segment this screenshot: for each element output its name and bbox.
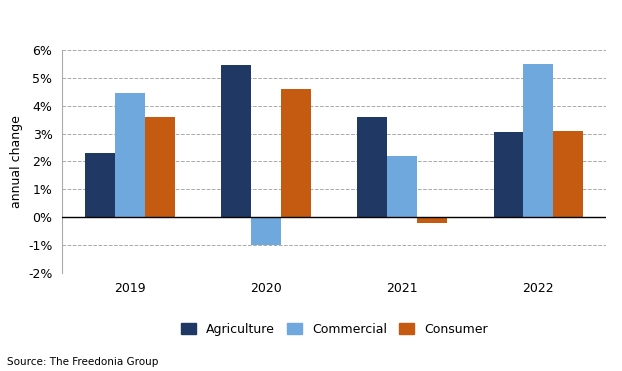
Bar <box>358 117 388 217</box>
Bar <box>554 131 583 217</box>
Text: Freedonia: Freedonia <box>501 50 578 65</box>
Bar <box>524 64 554 217</box>
Y-axis label: annual change: annual change <box>9 115 22 208</box>
Bar <box>388 156 417 217</box>
Legend: Agriculture, Commercial, Consumer: Agriculture, Commercial, Consumer <box>175 318 493 341</box>
Bar <box>281 89 311 217</box>
Text: Annual Global Herbicide Value Demand Growth by Market, 2019 – 2022 (% annual cha: Annual Global Herbicide Value Demand Gro… <box>7 14 590 24</box>
Bar <box>115 93 145 217</box>
Bar <box>221 65 251 217</box>
Bar <box>85 153 115 217</box>
Text: Source: The Freedonia Group: Source: The Freedonia Group <box>7 357 159 367</box>
Bar <box>493 132 524 217</box>
Bar <box>145 117 175 217</box>
Bar <box>417 217 447 223</box>
Bar <box>251 217 281 245</box>
